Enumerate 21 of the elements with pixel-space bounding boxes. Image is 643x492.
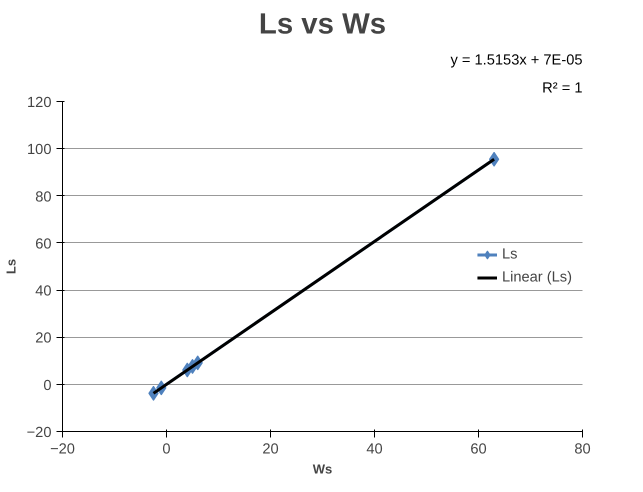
chart-title: Ls vs Ws bbox=[258, 8, 386, 40]
y-tick-label: 60 bbox=[35, 236, 52, 252]
y-tick-label: 40 bbox=[35, 284, 52, 300]
x-tick-label: 60 bbox=[470, 442, 487, 458]
y-tick-label: −20 bbox=[26, 425, 52, 441]
y-axis-title: Ls bbox=[4, 258, 19, 274]
x-tick-label: 40 bbox=[366, 442, 383, 458]
y-tick-label: 20 bbox=[35, 330, 52, 347]
text: y = 1.5153x + 7E-05 bbox=[450, 52, 582, 68]
legend-label: Linear (Ls) bbox=[502, 270, 572, 286]
x-tick-label: 0 bbox=[162, 442, 171, 458]
x-tick-label: −20 bbox=[50, 442, 75, 458]
x-tick-label: 20 bbox=[262, 442, 279, 458]
y-tick-label: 120 bbox=[27, 95, 52, 111]
y-tick-label: 80 bbox=[35, 189, 52, 206]
x-axis-title: Ws bbox=[312, 462, 332, 476]
y-tick-label: 100 bbox=[27, 142, 52, 158]
y-tick-label: 0 bbox=[43, 378, 52, 394]
x-tick-label: 80 bbox=[574, 442, 591, 458]
text: R² = 1 bbox=[542, 80, 583, 96]
legend-label: Ls bbox=[502, 246, 518, 262]
